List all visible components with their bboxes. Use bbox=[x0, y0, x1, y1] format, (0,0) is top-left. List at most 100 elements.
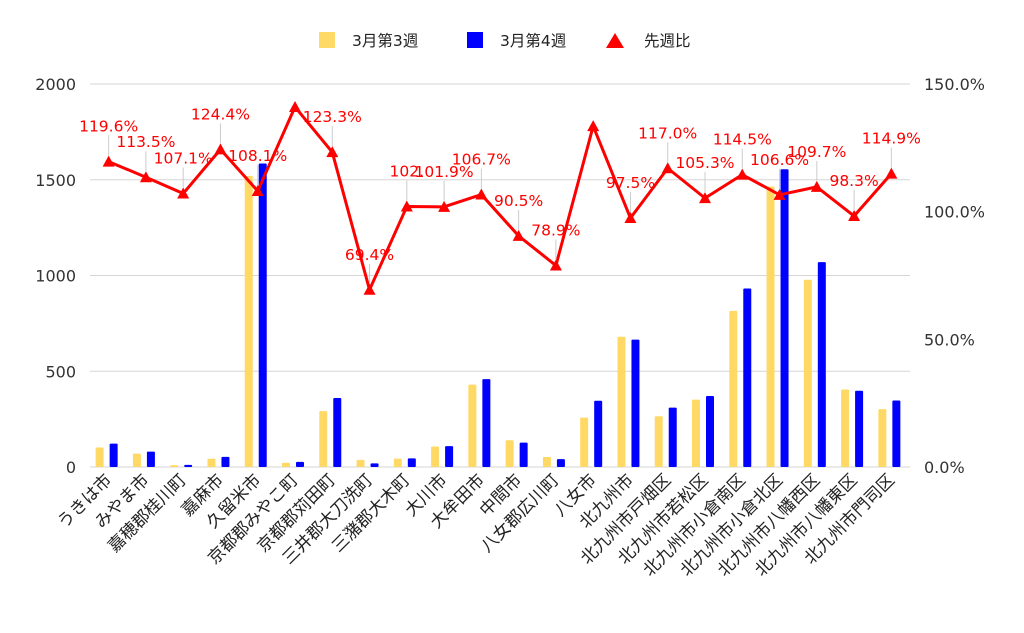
ratio-point bbox=[885, 167, 898, 179]
bar-week3 bbox=[132, 453, 141, 467]
ratio-data-label: 124.4% bbox=[191, 105, 250, 123]
ratio-point bbox=[848, 210, 861, 222]
legend-item-week3[interactable]: 3月第3週 bbox=[319, 32, 418, 50]
bar-week4 bbox=[855, 390, 864, 467]
bar-week4 bbox=[817, 262, 826, 467]
bar-week3 bbox=[841, 389, 850, 467]
category-labels: うきは市みやま市嘉穂郡桂川町嘉麻市久留米市京都郡みやこ町京都郡苅田町三井郡大刀洗… bbox=[54, 470, 899, 580]
bar-week4 bbox=[743, 288, 752, 467]
ratio-point bbox=[475, 188, 488, 200]
ratio-data-label: 101.9% bbox=[415, 163, 474, 181]
bar-week4 bbox=[221, 456, 230, 467]
ratio-point bbox=[699, 192, 711, 204]
bar-week3 bbox=[244, 175, 253, 468]
bar-week4 bbox=[482, 379, 491, 467]
right-axis-tick-label: 0.0% bbox=[924, 458, 965, 477]
bar-week4 bbox=[892, 400, 901, 467]
bar-week3 bbox=[580, 417, 589, 467]
bar-week3 bbox=[505, 440, 514, 467]
ratio-point bbox=[326, 146, 339, 158]
bar-week4 bbox=[706, 395, 714, 467]
ratio-data-label: 106.7% bbox=[452, 151, 511, 169]
ratio-data-label: 97.5% bbox=[606, 174, 655, 192]
bar-week4 bbox=[146, 451, 155, 467]
bar-week3 bbox=[542, 457, 551, 467]
legend: 3月第3週 3月第4週 先週比 bbox=[319, 32, 691, 50]
right-axis-tick-label: 100.0% bbox=[924, 203, 985, 222]
bar-week3 bbox=[468, 384, 477, 467]
bars bbox=[95, 163, 901, 468]
left-axis: 0 500 1000 1500 2000 bbox=[35, 75, 76, 477]
ratio-data-label: 114.9% bbox=[862, 130, 921, 148]
bar-week4 bbox=[258, 163, 267, 467]
ratio-point bbox=[139, 171, 152, 183]
ratio-data-label: 107.1% bbox=[154, 150, 213, 168]
bar-week3 bbox=[878, 409, 887, 467]
bar-week3 bbox=[766, 186, 775, 467]
ratio-data-label: 105.3% bbox=[675, 154, 734, 172]
right-axis-tick-label: 50.0% bbox=[924, 330, 975, 349]
legend-swatch-week4 bbox=[467, 32, 483, 48]
ratio-line bbox=[102, 100, 898, 295]
ratio-point bbox=[289, 100, 301, 112]
ratio-point bbox=[773, 188, 786, 200]
legend-swatch-week3 bbox=[319, 32, 335, 48]
ratio-point bbox=[736, 168, 749, 180]
ratio-labels: 119.6%113.5%107.1% 124.4% 108.1% 123.3% 69.4… bbox=[79, 105, 921, 284]
bar-week4 bbox=[109, 443, 118, 467]
ratio-point bbox=[251, 184, 264, 196]
ratio-data-label: 117.0% bbox=[638, 124, 697, 142]
left-axis-tick-label: 500 bbox=[45, 362, 76, 381]
ratio-data-label: 90.5% bbox=[494, 192, 543, 210]
ratio-data-label: 119.6% bbox=[79, 118, 138, 136]
bar-week4 bbox=[631, 339, 640, 467]
ratio-data-label: 114.5% bbox=[713, 131, 772, 149]
left-axis-tick-label: 1500 bbox=[35, 171, 76, 190]
legend-label-week3: 3月第3週 bbox=[352, 32, 418, 50]
right-axis: 0.0% 50.0% 100.0% 150.0% bbox=[924, 75, 985, 477]
bar-week4 bbox=[668, 407, 677, 467]
bar-week3 bbox=[431, 446, 440, 467]
ratio-data-label: 78.9% bbox=[531, 222, 580, 240]
bar-week3 bbox=[170, 465, 179, 467]
bar-week3 bbox=[617, 336, 626, 467]
bar-week3 bbox=[803, 279, 812, 467]
ratio-point bbox=[177, 187, 190, 199]
bar-week4 bbox=[594, 400, 603, 467]
ratio-point bbox=[102, 155, 115, 167]
left-axis-tick-label: 0 bbox=[66, 458, 76, 477]
left-axis-tick-label: 2000 bbox=[35, 75, 76, 94]
left-axis-tick-label: 1000 bbox=[35, 267, 76, 286]
ratio-point bbox=[661, 162, 674, 174]
bar-week3 bbox=[319, 411, 328, 467]
ratio-data-label: 102. bbox=[390, 163, 425, 181]
bar-week4 bbox=[184, 464, 193, 467]
legend-item-week4[interactable]: 3月第4週 bbox=[467, 32, 566, 50]
ratio-data-label: 109.7% bbox=[787, 143, 846, 161]
legend-label-ratio: 先週比 bbox=[644, 32, 691, 50]
bar-week3 bbox=[393, 458, 402, 467]
ratio-point bbox=[549, 259, 562, 271]
ratio-point bbox=[512, 229, 525, 241]
legend-item-ratio[interactable]: 先週比 bbox=[606, 32, 691, 50]
ratio-point bbox=[810, 180, 823, 192]
bar-week3 bbox=[692, 399, 700, 467]
ratio-polyline bbox=[108, 105, 893, 292]
ratio-point bbox=[587, 120, 600, 132]
bar-week4 bbox=[556, 459, 565, 467]
ratio-data-label: 98.3% bbox=[829, 172, 878, 190]
ratio-data-label: 123.3% bbox=[303, 108, 362, 126]
bar-week4 bbox=[370, 463, 379, 467]
bar-week3 bbox=[282, 462, 290, 467]
legend-triangle-icon bbox=[606, 33, 624, 48]
bar-week3 bbox=[95, 447, 104, 467]
bar-week4 bbox=[445, 446, 454, 467]
ratio-point bbox=[400, 200, 413, 212]
ratio-point bbox=[624, 212, 637, 224]
ratio-point bbox=[363, 283, 376, 295]
bar-week3 bbox=[207, 458, 216, 467]
ratio-point bbox=[214, 143, 227, 155]
ratio-point bbox=[438, 200, 451, 212]
ratio-data-label: 113.5% bbox=[116, 133, 175, 151]
